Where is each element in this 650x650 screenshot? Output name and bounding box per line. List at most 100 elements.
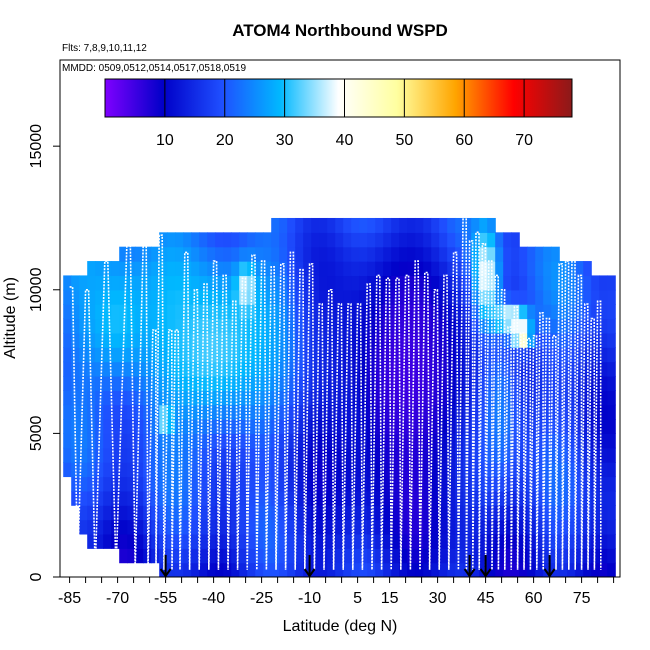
heatmap-cell (575, 390, 584, 406)
heatmap-cell (591, 318, 600, 334)
heatmap-cell (79, 519, 88, 535)
heatmap-cell (375, 404, 384, 420)
heatmap-cell (575, 289, 584, 305)
heatmap-cell (87, 347, 96, 363)
heatmap-cell (495, 246, 504, 262)
heatmap-cell (407, 217, 416, 233)
heatmap-cell (599, 390, 608, 406)
heatmap-cell (439, 261, 448, 277)
heatmap-cell (567, 562, 576, 577)
heatmap-cell (183, 476, 192, 492)
heatmap-cell (279, 505, 288, 521)
heatmap-cell (463, 505, 472, 521)
heatmap-cell (367, 261, 376, 277)
heatmap-cell (591, 433, 600, 449)
heatmap-cell (247, 404, 256, 420)
heatmap-cell (311, 304, 320, 320)
heatmap-cell (359, 261, 368, 277)
heatmap-cell (455, 246, 464, 262)
heatmap-cell (367, 419, 376, 434)
heatmap-cell (591, 548, 600, 564)
heatmap-cell (175, 332, 184, 348)
heatmap-cell (567, 490, 576, 506)
heatmap-cell (399, 332, 408, 348)
heatmap-cell (535, 548, 544, 564)
y-axis: 0 5000 10000 15000 (28, 124, 60, 581)
heatmap-cell (431, 476, 440, 492)
heatmap-cell (591, 289, 600, 305)
heatmap-cell (575, 347, 584, 363)
heatmap-cell (607, 533, 616, 549)
heatmap-cell (391, 490, 400, 506)
heatmap-cell (119, 447, 128, 463)
heatmap-cell (535, 261, 544, 277)
heatmap-cell (343, 490, 352, 506)
heatmap-cell (519, 289, 528, 305)
heatmap-cell (151, 375, 160, 391)
heatmap-cell (319, 261, 328, 277)
flights-label: Flts: 7,8,9,10,11,12 (62, 43, 147, 54)
heatmap-cell (263, 548, 272, 564)
heatmap-cell (247, 375, 256, 391)
heatmap-cell (543, 332, 552, 348)
heatmap-cell (183, 433, 192, 449)
heatmap-cell (255, 548, 264, 564)
heatmap-cell (431, 375, 440, 391)
heatmap-cell (231, 275, 240, 291)
colorbar-tick-label: 60 (455, 132, 473, 149)
heatmap-cell (295, 562, 304, 577)
heatmap-cell (303, 232, 312, 248)
heatmap-cell (375, 505, 384, 521)
heatmap-cell (295, 390, 304, 406)
heatmap-cell (343, 289, 352, 305)
heatmap-cell (303, 304, 312, 320)
heatmap-cell (399, 533, 408, 549)
heatmap-cell (511, 390, 520, 406)
heatmap-cell (215, 375, 224, 391)
heatmap-cell (535, 289, 544, 305)
heatmap-cell (391, 476, 400, 492)
heatmap-cell (543, 462, 552, 478)
heatmap-cell (535, 447, 544, 463)
heatmap-cell (519, 246, 528, 262)
heatmap-cell (271, 375, 280, 391)
heatmap-cell (279, 375, 288, 391)
heatmap-cell (527, 289, 536, 305)
heatmap-cell (287, 476, 296, 492)
heatmap-cell (343, 533, 352, 549)
heatmap-cell (143, 462, 152, 478)
heatmap-cell (279, 419, 288, 434)
heatmap-cell (439, 505, 448, 521)
heatmap-cell (311, 246, 320, 262)
heatmap-cell (207, 433, 216, 449)
heatmap-cell (487, 246, 496, 262)
heatmap-cell (335, 433, 344, 449)
heatmap-cell (463, 232, 472, 248)
heatmap-cell (463, 347, 472, 363)
heatmap-cell (223, 232, 232, 248)
heatmap-cell (79, 275, 88, 291)
heatmap-cell (447, 462, 456, 478)
heatmap-cell (79, 304, 88, 320)
heatmap-cell (375, 533, 384, 549)
heatmap-cell (239, 246, 248, 262)
heatmap-cell (343, 447, 352, 463)
heatmap-cell (391, 404, 400, 420)
heatmap-cell (191, 533, 200, 549)
heatmap-cell (439, 375, 448, 391)
colorbar-tick-label: 10 (156, 132, 174, 149)
heatmap-cell (151, 289, 160, 305)
heatmap-cell (407, 390, 416, 406)
heatmap-cell (295, 318, 304, 334)
heatmap-cell (183, 361, 192, 377)
heatmap-cell (511, 404, 520, 420)
heatmap-cell (215, 519, 224, 535)
heatmap-cell (479, 361, 488, 377)
heatmap-cell (415, 505, 424, 521)
heatmap-cell (399, 476, 408, 492)
heatmap-cell (391, 217, 400, 233)
heatmap-cell (335, 404, 344, 420)
heatmap-cell (191, 404, 200, 420)
heatmap-cell (343, 217, 352, 233)
heatmap-cell (255, 232, 264, 248)
